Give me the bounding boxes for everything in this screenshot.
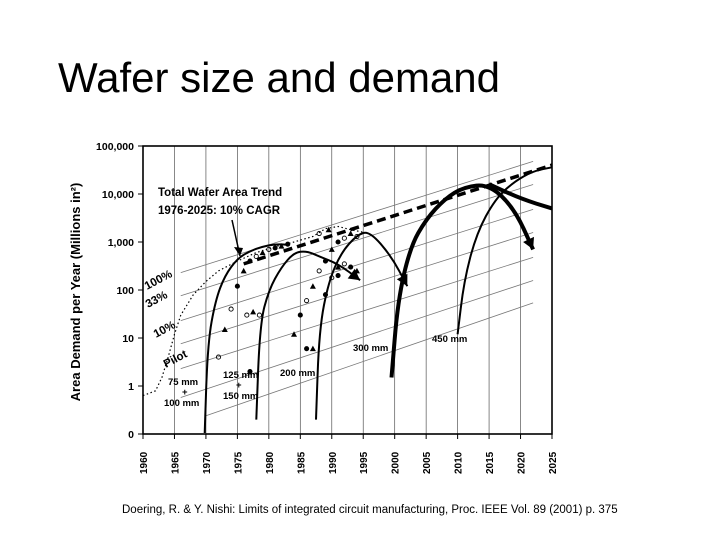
data-point	[341, 261, 347, 267]
data-point	[285, 241, 291, 247]
data-point	[309, 345, 316, 352]
x-tick-label: 2010	[454, 451, 465, 474]
annotation-trend-sub: 1976-2025: 10% CAGR	[158, 205, 281, 217]
chart-guide-lines	[180, 160, 534, 417]
data-point	[335, 264, 342, 270]
data-point	[322, 258, 329, 264]
label-125mm-plus: +	[236, 380, 242, 391]
series-line	[389, 183, 535, 378]
data-point	[353, 267, 360, 274]
data-point	[335, 239, 341, 245]
data-point	[354, 233, 360, 240]
annotation-arrow-head	[234, 247, 243, 256]
annotation-10pct: 10%	[152, 319, 178, 340]
data-point	[297, 312, 303, 318]
data-point	[247, 369, 253, 375]
data-point	[247, 258, 253, 264]
x-tick-label: 1965	[170, 451, 181, 474]
label-125mm: 125 mm	[223, 370, 258, 381]
data-point	[309, 283, 316, 289]
data-point	[347, 230, 354, 237]
y-tick-label: 100,000	[96, 141, 134, 153]
citation: Doering, R. & Y. Nishi: Limits of integr…	[122, 504, 618, 516]
y-tick-label: 0	[128, 429, 134, 441]
growth-guide-line	[180, 280, 534, 398]
series-arrow-head	[523, 236, 534, 250]
data-point	[328, 246, 335, 252]
slide-title: Wafer size and demand	[58, 54, 501, 101]
data-point	[256, 312, 262, 318]
growth-guide-line	[205, 302, 534, 417]
data-point	[272, 245, 278, 251]
growth-guide-line	[180, 256, 534, 370]
series-line	[456, 166, 553, 335]
y-tick-label: 10	[122, 333, 134, 345]
trend-line	[243, 163, 553, 266]
series-arrow-head	[347, 268, 361, 281]
growth-guide-line	[180, 160, 534, 274]
growth-guide-line	[180, 208, 534, 322]
data-point	[316, 230, 322, 237]
series-line	[255, 250, 361, 420]
data-point	[329, 275, 335, 281]
label-200mm: 200 mm	[280, 368, 315, 379]
x-tick-label: 1980	[265, 451, 276, 474]
data-point	[291, 331, 298, 337]
label-450mm: 450 mm	[432, 334, 467, 345]
annotation-trend-title: Total Wafer Area Trend	[158, 187, 282, 199]
data-point	[348, 264, 354, 270]
series-line	[315, 231, 409, 420]
x-tick-label: 2020	[517, 451, 528, 474]
data-point	[228, 306, 234, 312]
series-line	[488, 182, 553, 211]
annotation-100pct: 100%	[143, 268, 175, 292]
series-line	[203, 243, 288, 434]
data-point	[304, 298, 310, 304]
data-point	[322, 292, 329, 298]
data-point	[304, 346, 310, 352]
x-tick-label: 2025	[548, 451, 559, 474]
data-point	[278, 243, 285, 249]
data-point	[240, 267, 247, 274]
y-tick-label: 10,000	[102, 189, 134, 201]
data-point	[234, 283, 240, 289]
label-300mm: 300 mm	[353, 343, 388, 354]
chart-series	[142, 163, 553, 434]
x-tick-label: 2015	[485, 451, 496, 474]
data-point	[215, 354, 222, 360]
label-100mm: 100 mm	[164, 398, 199, 409]
x-tick-label: 1985	[296, 451, 307, 474]
data-point	[221, 326, 228, 333]
data-point	[253, 253, 259, 259]
x-tick-label: 2000	[391, 451, 402, 474]
x-tick-label: 2005	[422, 451, 433, 474]
y-tick-label: 1	[128, 381, 134, 393]
data-point	[316, 268, 322, 274]
data-point	[244, 312, 250, 318]
data-point	[341, 235, 347, 241]
data-point	[325, 226, 332, 233]
chart-scatter-points	[215, 226, 360, 375]
x-ticks: 1960 1965 1970 1975 1980 1985 1990 1995 2000 2005…	[139, 434, 559, 474]
y-axis-label: Area Demand per Year (Millions in²)	[68, 183, 83, 402]
x-tick-label: 1995	[359, 451, 370, 474]
x-tick-label: 1990	[328, 451, 339, 474]
label-150mm: 150 mm	[223, 391, 258, 402]
data-point	[266, 246, 272, 252]
data-point	[250, 308, 257, 315]
growth-guide-line	[180, 232, 534, 345]
y-tick-label: 1,000	[108, 237, 134, 249]
label-75mm-plus: +	[182, 387, 188, 398]
y-ticks: 0 1 10 100 1,000 10,000 100,000	[96, 141, 143, 441]
x-tick-label: 1970	[202, 451, 213, 474]
growth-guide-line	[180, 184, 534, 297]
data-point	[259, 249, 266, 256]
data-point	[335, 273, 341, 279]
label-75mm: 75 mm	[168, 377, 198, 388]
x-tick-label: 1960	[139, 451, 150, 474]
x-tick-label: 1975	[233, 451, 244, 474]
y-tick-label: 100	[116, 285, 134, 297]
